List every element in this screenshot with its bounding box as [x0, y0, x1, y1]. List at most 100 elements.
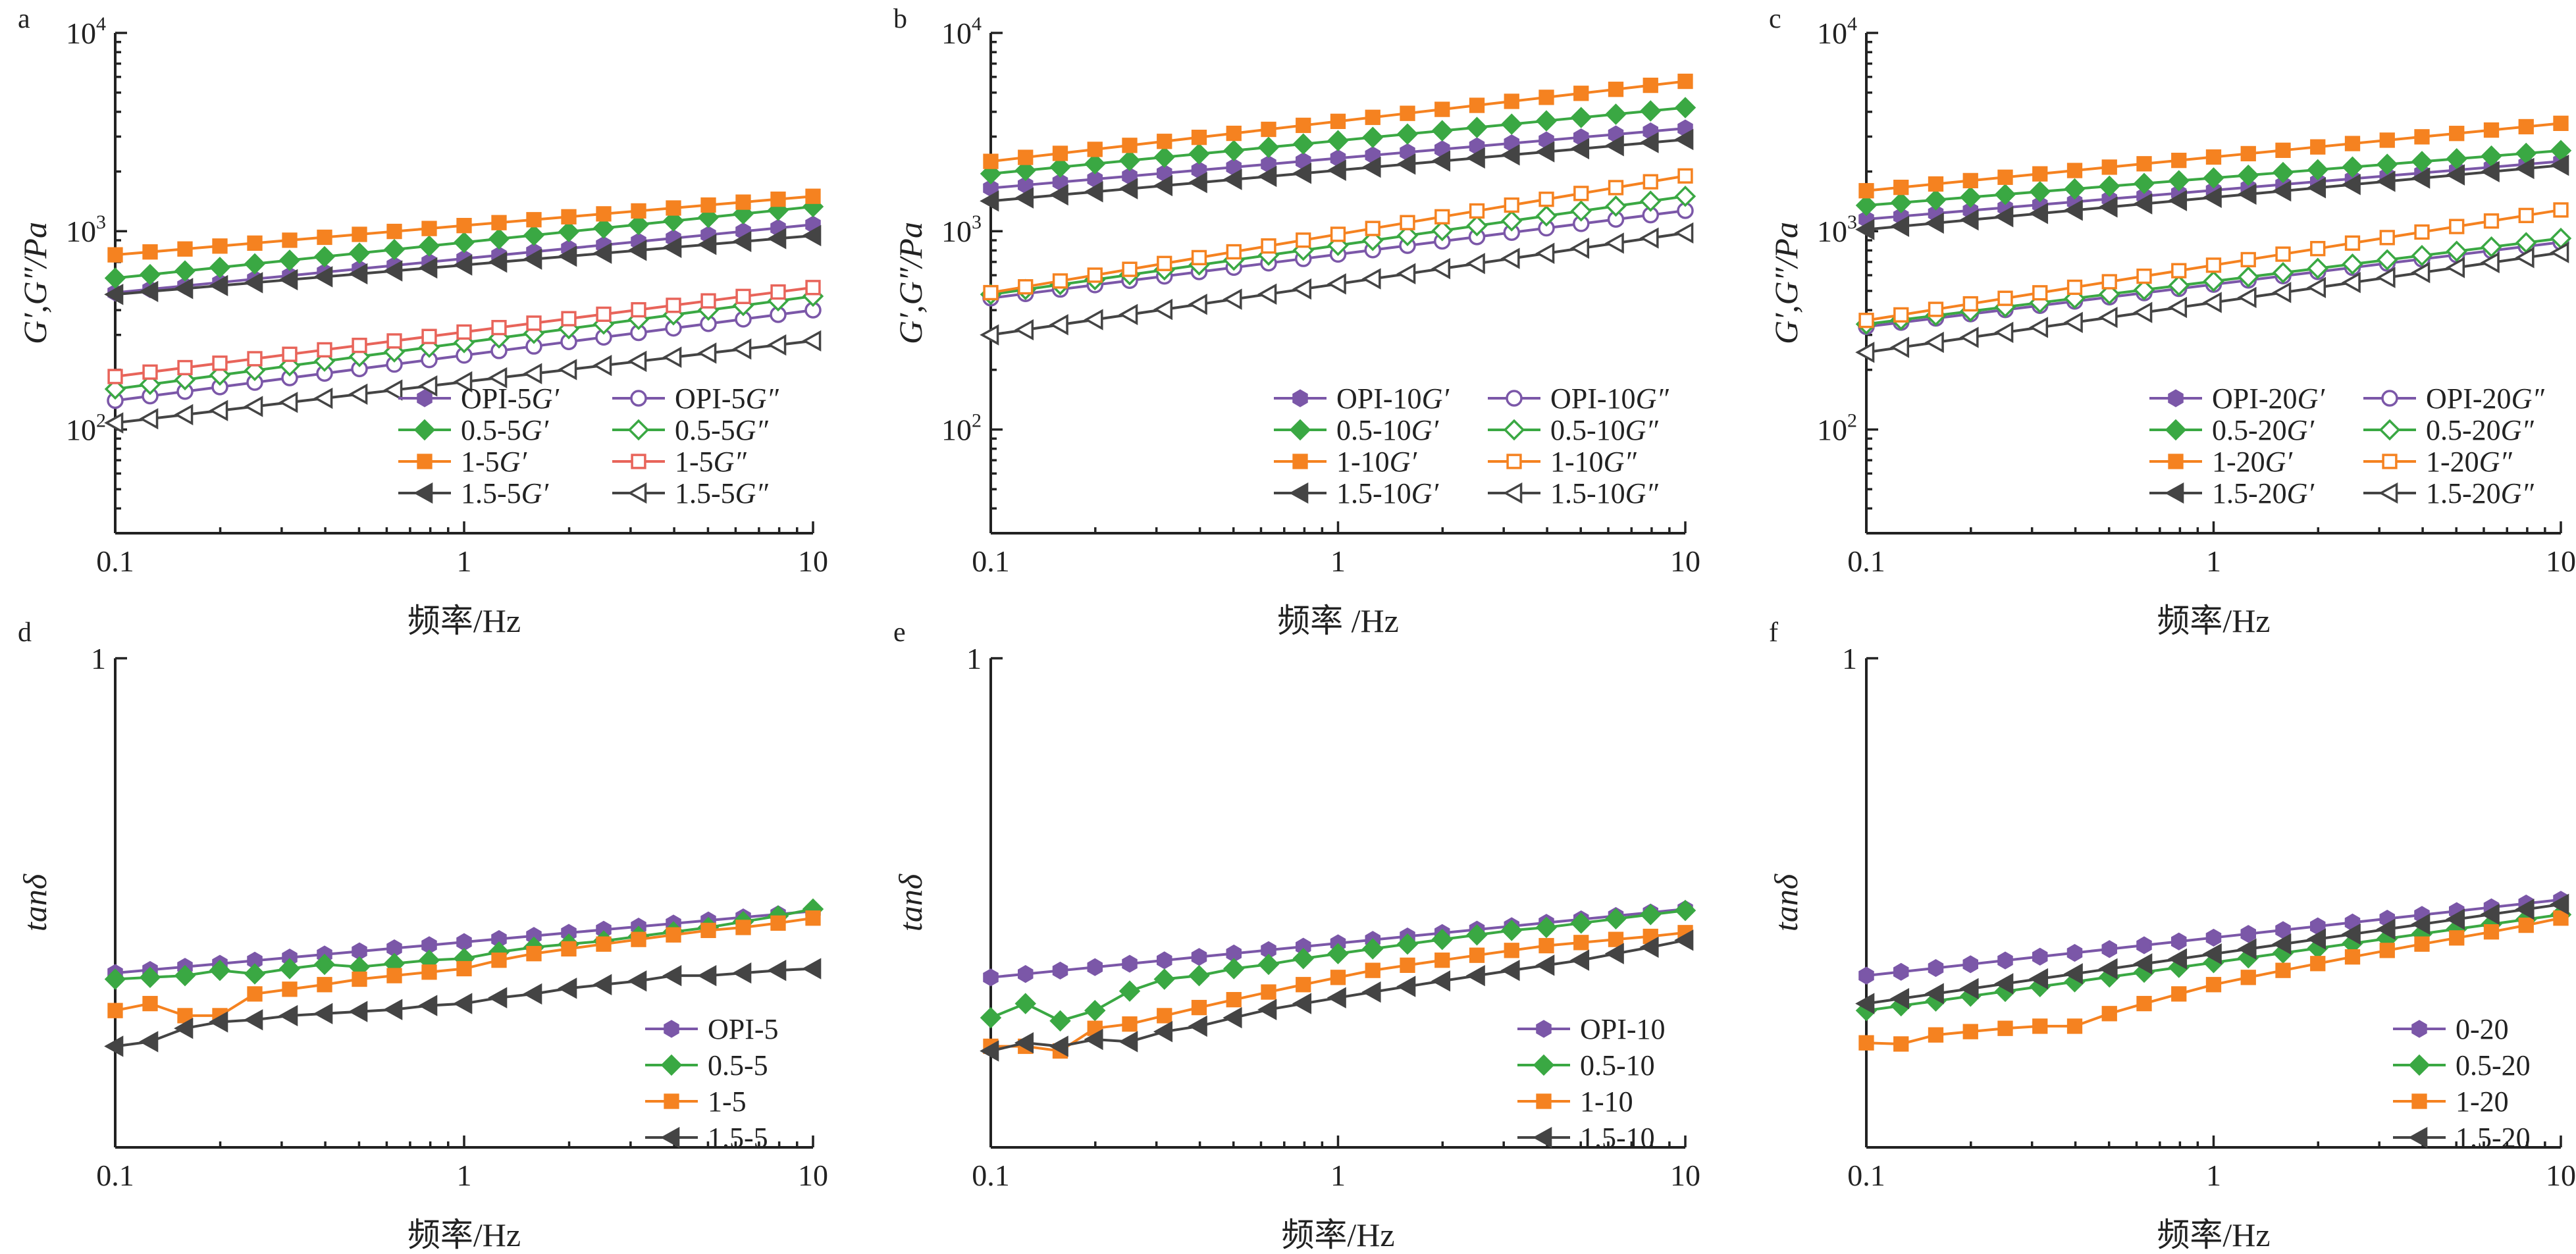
data-point	[1639, 227, 1659, 249]
data-point	[177, 241, 193, 257]
data-point	[1188, 172, 1207, 194]
legend-marker	[2381, 390, 2398, 407]
data-point	[1400, 105, 1415, 121]
data-point	[1997, 169, 2013, 185]
legend-item: 0.5-5	[645, 1049, 768, 1082]
data-point	[1501, 920, 1523, 941]
data-point	[592, 217, 615, 239]
data-point	[244, 272, 263, 294]
data-point	[1500, 144, 1520, 166]
legend-label: 1.5-10G″	[1550, 477, 1658, 509]
x-tick-label: 10	[1670, 1159, 1700, 1192]
legend-marker	[2379, 419, 2401, 441]
data-point	[662, 236, 682, 258]
data-point	[2066, 1018, 2083, 1034]
series-1-5G″	[107, 280, 821, 384]
legend-marker	[1292, 454, 1308, 469]
data-point	[1361, 981, 1381, 1003]
data-point	[732, 962, 752, 984]
data-point	[139, 966, 161, 989]
data-point	[697, 206, 720, 228]
data-point	[2481, 236, 2502, 258]
data-point	[1327, 159, 1346, 181]
data-point	[735, 288, 751, 304]
legend-label: 0.5-10G″	[1550, 414, 1658, 446]
data-point	[2170, 932, 2187, 951]
data-point	[104, 267, 126, 289]
data-point	[1674, 97, 1696, 118]
legend-label: 1-20	[2456, 1085, 2509, 1118]
data-point	[2240, 251, 2256, 268]
legend-item: OPI-10	[1517, 1013, 1666, 1045]
y-tick-label: 102	[941, 409, 982, 446]
data-point	[1855, 342, 1875, 363]
data-point	[247, 986, 263, 1002]
data-point	[282, 981, 298, 997]
data-point	[1893, 307, 1909, 323]
data-point	[1122, 138, 1138, 153]
y-axis-title: G′,G″/Pa	[892, 222, 929, 344]
data-point	[421, 221, 437, 236]
data-point	[1191, 948, 1207, 966]
data-point	[1608, 82, 1624, 97]
legend-item: 0.5-20	[2393, 1049, 2531, 1082]
data-point	[174, 404, 194, 426]
data-point	[1434, 953, 1450, 968]
series-0.5-20G″	[1855, 227, 2572, 335]
data-point	[1925, 189, 1947, 211]
data-point	[1431, 120, 1453, 142]
data-point	[1538, 90, 1554, 105]
legend-label: 1.5-20G′	[2212, 477, 2315, 509]
data-point	[488, 228, 510, 250]
data-point	[1962, 1024, 1978, 1039]
data-point	[1049, 1035, 1068, 1057]
legend-label: 1.5-5G″	[675, 477, 768, 509]
data-point	[980, 163, 1002, 185]
data-point	[1296, 117, 1311, 134]
legend-label: 1-5G″	[675, 446, 747, 478]
data-point	[1400, 957, 1415, 973]
data-point	[1018, 279, 1034, 295]
data-point	[2237, 938, 2257, 960]
data-point	[2133, 193, 2153, 215]
data-point	[2168, 274, 2190, 297]
data-point	[1153, 146, 1175, 169]
data-point	[1570, 912, 1592, 934]
data-point	[2203, 167, 2224, 189]
data-point	[2032, 166, 2048, 182]
data-point	[627, 240, 647, 261]
data-point	[1431, 220, 1453, 242]
data-point	[1569, 949, 1590, 971]
data-point	[802, 224, 822, 247]
data-point	[1014, 319, 1034, 341]
y-tick-label: 104	[1817, 13, 1857, 50]
x-tick-label: 10	[1670, 544, 1700, 578]
data-point	[209, 400, 228, 421]
data-point	[697, 234, 717, 255]
data-point	[1855, 194, 1878, 217]
legend-marker	[2408, 1126, 2428, 1149]
data-point	[1924, 331, 1944, 353]
data-point	[1226, 125, 1242, 142]
data-point	[244, 253, 266, 275]
legend-marker	[2408, 1054, 2431, 1076]
data-point	[1188, 143, 1210, 165]
data-point	[313, 387, 333, 409]
data-point	[107, 1003, 123, 1018]
data-point	[2272, 161, 2294, 184]
x-axis-title: 频率/Hz	[407, 602, 521, 639]
legend-item: 1-20G′	[2149, 446, 2293, 478]
data-point	[174, 964, 196, 987]
data-point	[2550, 242, 2569, 263]
series-0.5-20G′	[1855, 140, 2572, 217]
data-point	[1538, 937, 1554, 954]
data-point	[1084, 153, 1106, 175]
data-point	[491, 319, 507, 336]
data-point	[2028, 203, 2049, 224]
data-point	[1639, 936, 1659, 958]
legend-marker	[2168, 454, 2184, 469]
data-point	[1396, 123, 1419, 145]
data-point	[352, 226, 367, 242]
data-point	[1261, 984, 1276, 1000]
